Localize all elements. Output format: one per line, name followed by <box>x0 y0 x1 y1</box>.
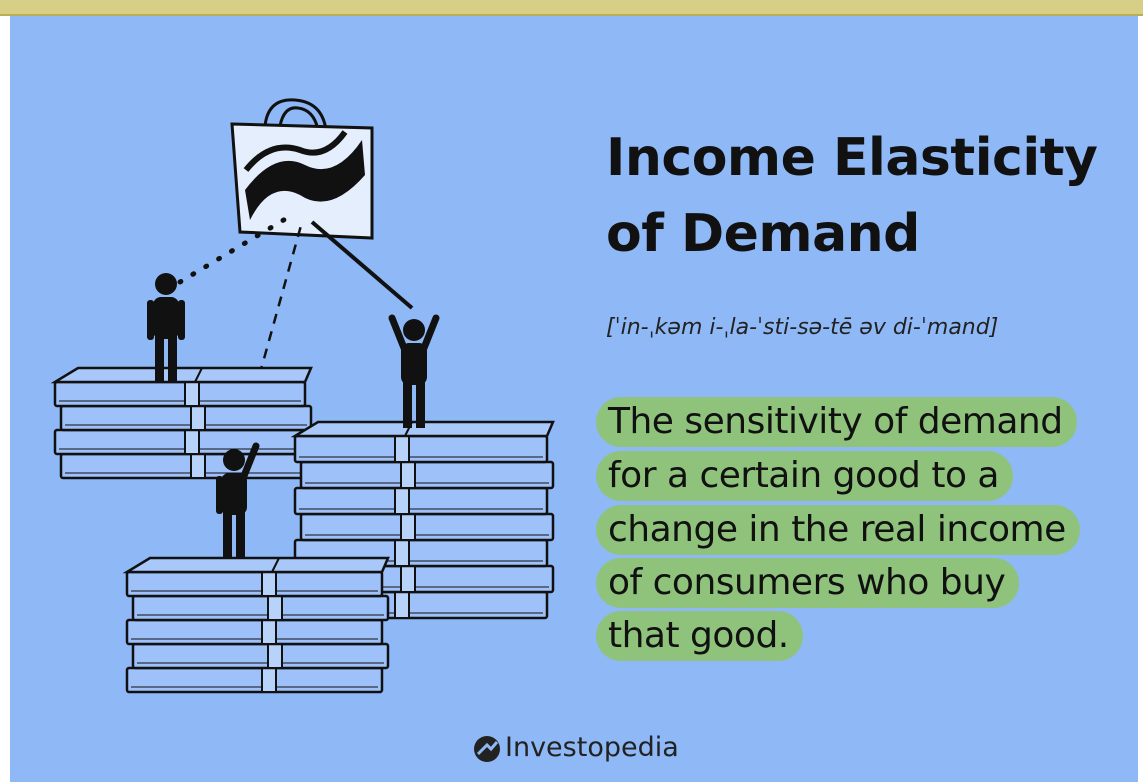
definition-line: that good. <box>596 611 803 661</box>
bill <box>125 618 384 646</box>
person-arm <box>178 300 185 340</box>
person-head <box>155 273 177 295</box>
definition-line: The sensitivity of demand <box>596 397 1077 447</box>
bag-pattern <box>243 130 348 172</box>
bill-band <box>261 667 277 693</box>
bill-band <box>267 643 283 669</box>
person-leg <box>403 380 412 428</box>
person-head <box>223 449 245 471</box>
brand-logo <box>474 736 500 762</box>
bill-band <box>394 435 410 463</box>
person-arm <box>147 300 154 340</box>
bill-band <box>190 405 206 431</box>
pronunciation: [ˈin-ˌkəm i-ˌla-ˈsti-sə-tē əv di-ˈmand] <box>606 315 999 340</box>
bag-handle <box>278 106 320 131</box>
title-line: of Demand <box>606 204 920 264</box>
bill-band <box>394 487 410 515</box>
bill <box>53 428 307 456</box>
bill-band <box>261 571 277 597</box>
bill-band <box>261 619 277 645</box>
definition-line: for a certain good to a <box>596 451 1013 501</box>
bill-band <box>267 595 283 621</box>
definition-line: change in the real income <box>596 505 1080 555</box>
bag-pattern <box>245 140 365 220</box>
bill-band <box>190 453 206 479</box>
bill <box>131 642 390 670</box>
bill <box>131 594 390 622</box>
bill-top-band <box>194 367 203 383</box>
bill <box>59 404 313 432</box>
person-arm <box>420 314 440 352</box>
bill-band <box>400 461 416 489</box>
person-body <box>401 343 427 385</box>
person-body <box>221 473 247 515</box>
bill-band <box>184 429 200 455</box>
person-leg <box>416 380 425 428</box>
bill-top <box>50 366 313 384</box>
person-arm <box>240 442 260 480</box>
bill-top <box>290 420 555 438</box>
person-leg <box>168 334 177 382</box>
bill <box>293 434 549 464</box>
bill-top <box>122 556 390 574</box>
person-arm <box>388 314 408 352</box>
bag-handle <box>263 98 328 131</box>
definition-line: of consumers who buy <box>596 558 1020 608</box>
bill-band <box>394 591 410 619</box>
person-leg <box>236 510 245 558</box>
bill-band <box>184 381 200 407</box>
bill <box>59 452 313 480</box>
bill-band <box>394 539 410 567</box>
person-leg <box>155 334 164 382</box>
bill <box>293 486 549 516</box>
logo-mark <box>476 741 499 756</box>
bill-band <box>400 565 416 593</box>
bill <box>299 460 555 490</box>
person-body <box>153 297 179 339</box>
bill-band <box>400 513 416 541</box>
bill <box>299 512 555 542</box>
illustration <box>50 98 555 694</box>
bill-top-band <box>271 557 280 573</box>
bill <box>125 570 384 598</box>
bill <box>53 380 307 408</box>
brand: Investopedia <box>505 732 679 763</box>
person-leg <box>223 510 232 558</box>
bill <box>125 666 384 694</box>
person-head <box>403 319 425 341</box>
title-line: Income Elasticity <box>606 128 1098 188</box>
logo-circle <box>474 736 500 762</box>
person-arm <box>216 476 223 514</box>
solid-line <box>310 220 414 310</box>
top-bar <box>0 0 1143 16</box>
